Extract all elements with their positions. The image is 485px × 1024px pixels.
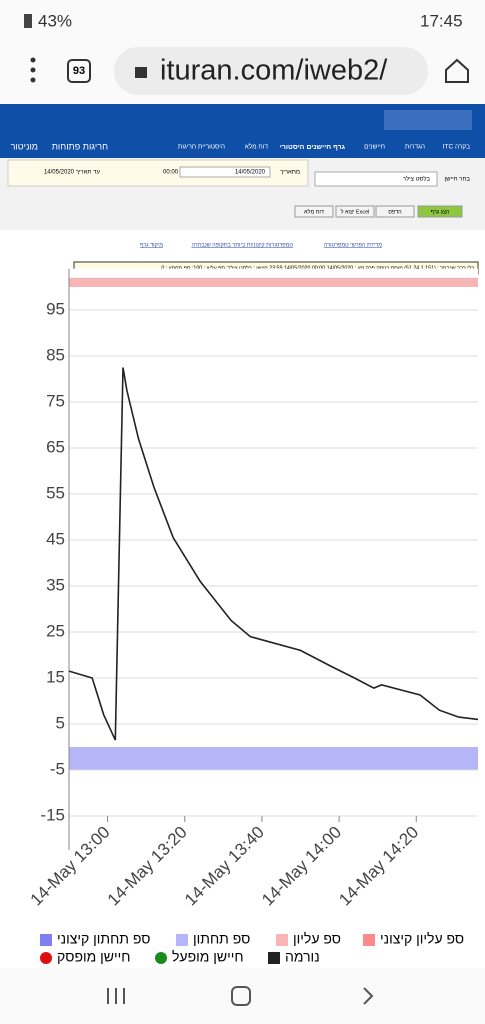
menu-dots — [30, 67, 36, 73]
data-line — [68, 367, 479, 741]
button-label: הדפס — [388, 209, 402, 215]
legend-label[interactable]: ספ תחתון קיצוני — [57, 931, 150, 947]
menu-left-item[interactable]: מוניטור — [11, 141, 38, 151]
button-label: הצג גרף — [431, 209, 450, 215]
header-icons[interactable] — [384, 110, 472, 130]
sensor: בלסט צילר — [403, 175, 431, 183]
y-tick-label: 45 — [46, 529, 65, 548]
button[interactable] — [335, 205, 375, 218]
legend-label[interactable]: נורמה — [285, 949, 320, 965]
y-tick-label: 95 — [46, 299, 65, 318]
tab-count: 93 — [73, 65, 85, 77]
menu: ITC בקרה הגדרות חיישנים גרף חיישנים היסטורי… — [11, 141, 470, 151]
threshold-band — [69, 747, 478, 770]
battery-icon — [24, 14, 32, 28]
legend-label[interactable]: ספ עליון קיצוני — [380, 931, 464, 947]
home-nav-button[interactable] — [231, 986, 251, 1006]
from-date: 14/05/2020 — [235, 170, 266, 176]
link[interactable]: טמפרטורות קיצוניות ביותר בתקופה שנבחרה — [191, 242, 293, 248]
link[interactable]: מיקוד גרף — [140, 242, 163, 248]
menu-dots[interactable] — [30, 57, 36, 63]
recents-button[interactable] — [107, 988, 125, 1004]
back-button[interactable] — [363, 987, 374, 1005]
y-tick-label: 15 — [46, 667, 65, 686]
y-tick-label: 85 — [46, 345, 65, 364]
tabs-button[interactable] — [67, 59, 91, 83]
y-tick-label: 5 — [56, 713, 65, 732]
info-text: כלי רכב שנבחר : (51.24.1.151) מוסם כניסה… — [161, 264, 474, 271]
legend-label[interactable]: חיישן מופעל — [172, 949, 244, 965]
from-time: 00:00 — [163, 170, 179, 176]
menu-item[interactable]: הגדרות — [405, 144, 425, 151]
y-tick-label: 55 — [46, 483, 65, 502]
y-tick-label: -5 — [50, 759, 65, 778]
button[interactable] — [294, 205, 334, 218]
legend-marker[interactable] — [176, 934, 188, 946]
system-nav — [0, 968, 485, 1024]
menu-item[interactable]: גרף חיישנים היסטורי — [280, 144, 346, 151]
link[interactable]: מדידת הפרשי טמפרטורה — [324, 242, 382, 248]
legend-label[interactable]: ספ עליון — [293, 931, 341, 947]
button-label: דוח מלא — [304, 208, 324, 215]
menu-item[interactable]: דוח מלא — [245, 143, 269, 151]
sensor-label: בחר חיישן — [445, 177, 471, 183]
y-tick-label: 25 — [46, 621, 65, 640]
button[interactable] — [375, 205, 415, 218]
menu-item[interactable]: ITC בקרה — [443, 144, 470, 151]
from-date-input[interactable] — [179, 166, 271, 178]
legend-label[interactable]: חיישן מופסק — [57, 949, 130, 965]
button[interactable] — [417, 205, 463, 218]
legend-marker[interactable] — [155, 952, 167, 964]
battery: 43% — [38, 11, 72, 30]
y-tick-label: 35 — [46, 575, 65, 594]
y-tick-label: 65 — [46, 437, 65, 456]
url-bar[interactable] — [114, 47, 428, 95]
lock-icon — [135, 67, 147, 78]
legend-marker[interactable] — [268, 952, 280, 964]
legend-marker[interactable] — [40, 934, 52, 946]
menu-left-item[interactable]: חריגות פתוחות — [52, 141, 108, 151]
menu-item[interactable]: היסטוריית חריגות — [178, 144, 225, 151]
to-date: 14/05/2020 — [44, 170, 75, 176]
y-tick-label: -15 — [40, 805, 65, 824]
buttons: הצג גרף הדפס יצוא ל Excel דוח מלא — [294, 205, 463, 218]
legend-label[interactable]: ספ תחתון — [193, 931, 250, 947]
links: מדידת הפרשי טמפרטורה טמפרטורות קיצוניות ב… — [140, 242, 382, 248]
y-tick-label: 75 — [46, 391, 65, 410]
menu-dots — [30, 77, 36, 83]
legend-marker[interactable] — [363, 934, 375, 946]
to-label: עד תאריך — [76, 170, 101, 176]
threshold-band — [69, 277, 478, 287]
url: ituran.com/iweb2/ — [160, 55, 388, 87]
home-button[interactable] — [445, 58, 469, 83]
menu-item[interactable]: חיישנים — [364, 144, 385, 151]
legend-marker[interactable] — [40, 952, 52, 964]
from-label: מתאריך — [280, 170, 300, 176]
legend-marker[interactable] — [276, 934, 288, 946]
button-label: יצוא ל Excel — [341, 208, 370, 215]
sensor-select[interactable] — [314, 171, 438, 187]
clock: 17:45 — [420, 11, 463, 30]
